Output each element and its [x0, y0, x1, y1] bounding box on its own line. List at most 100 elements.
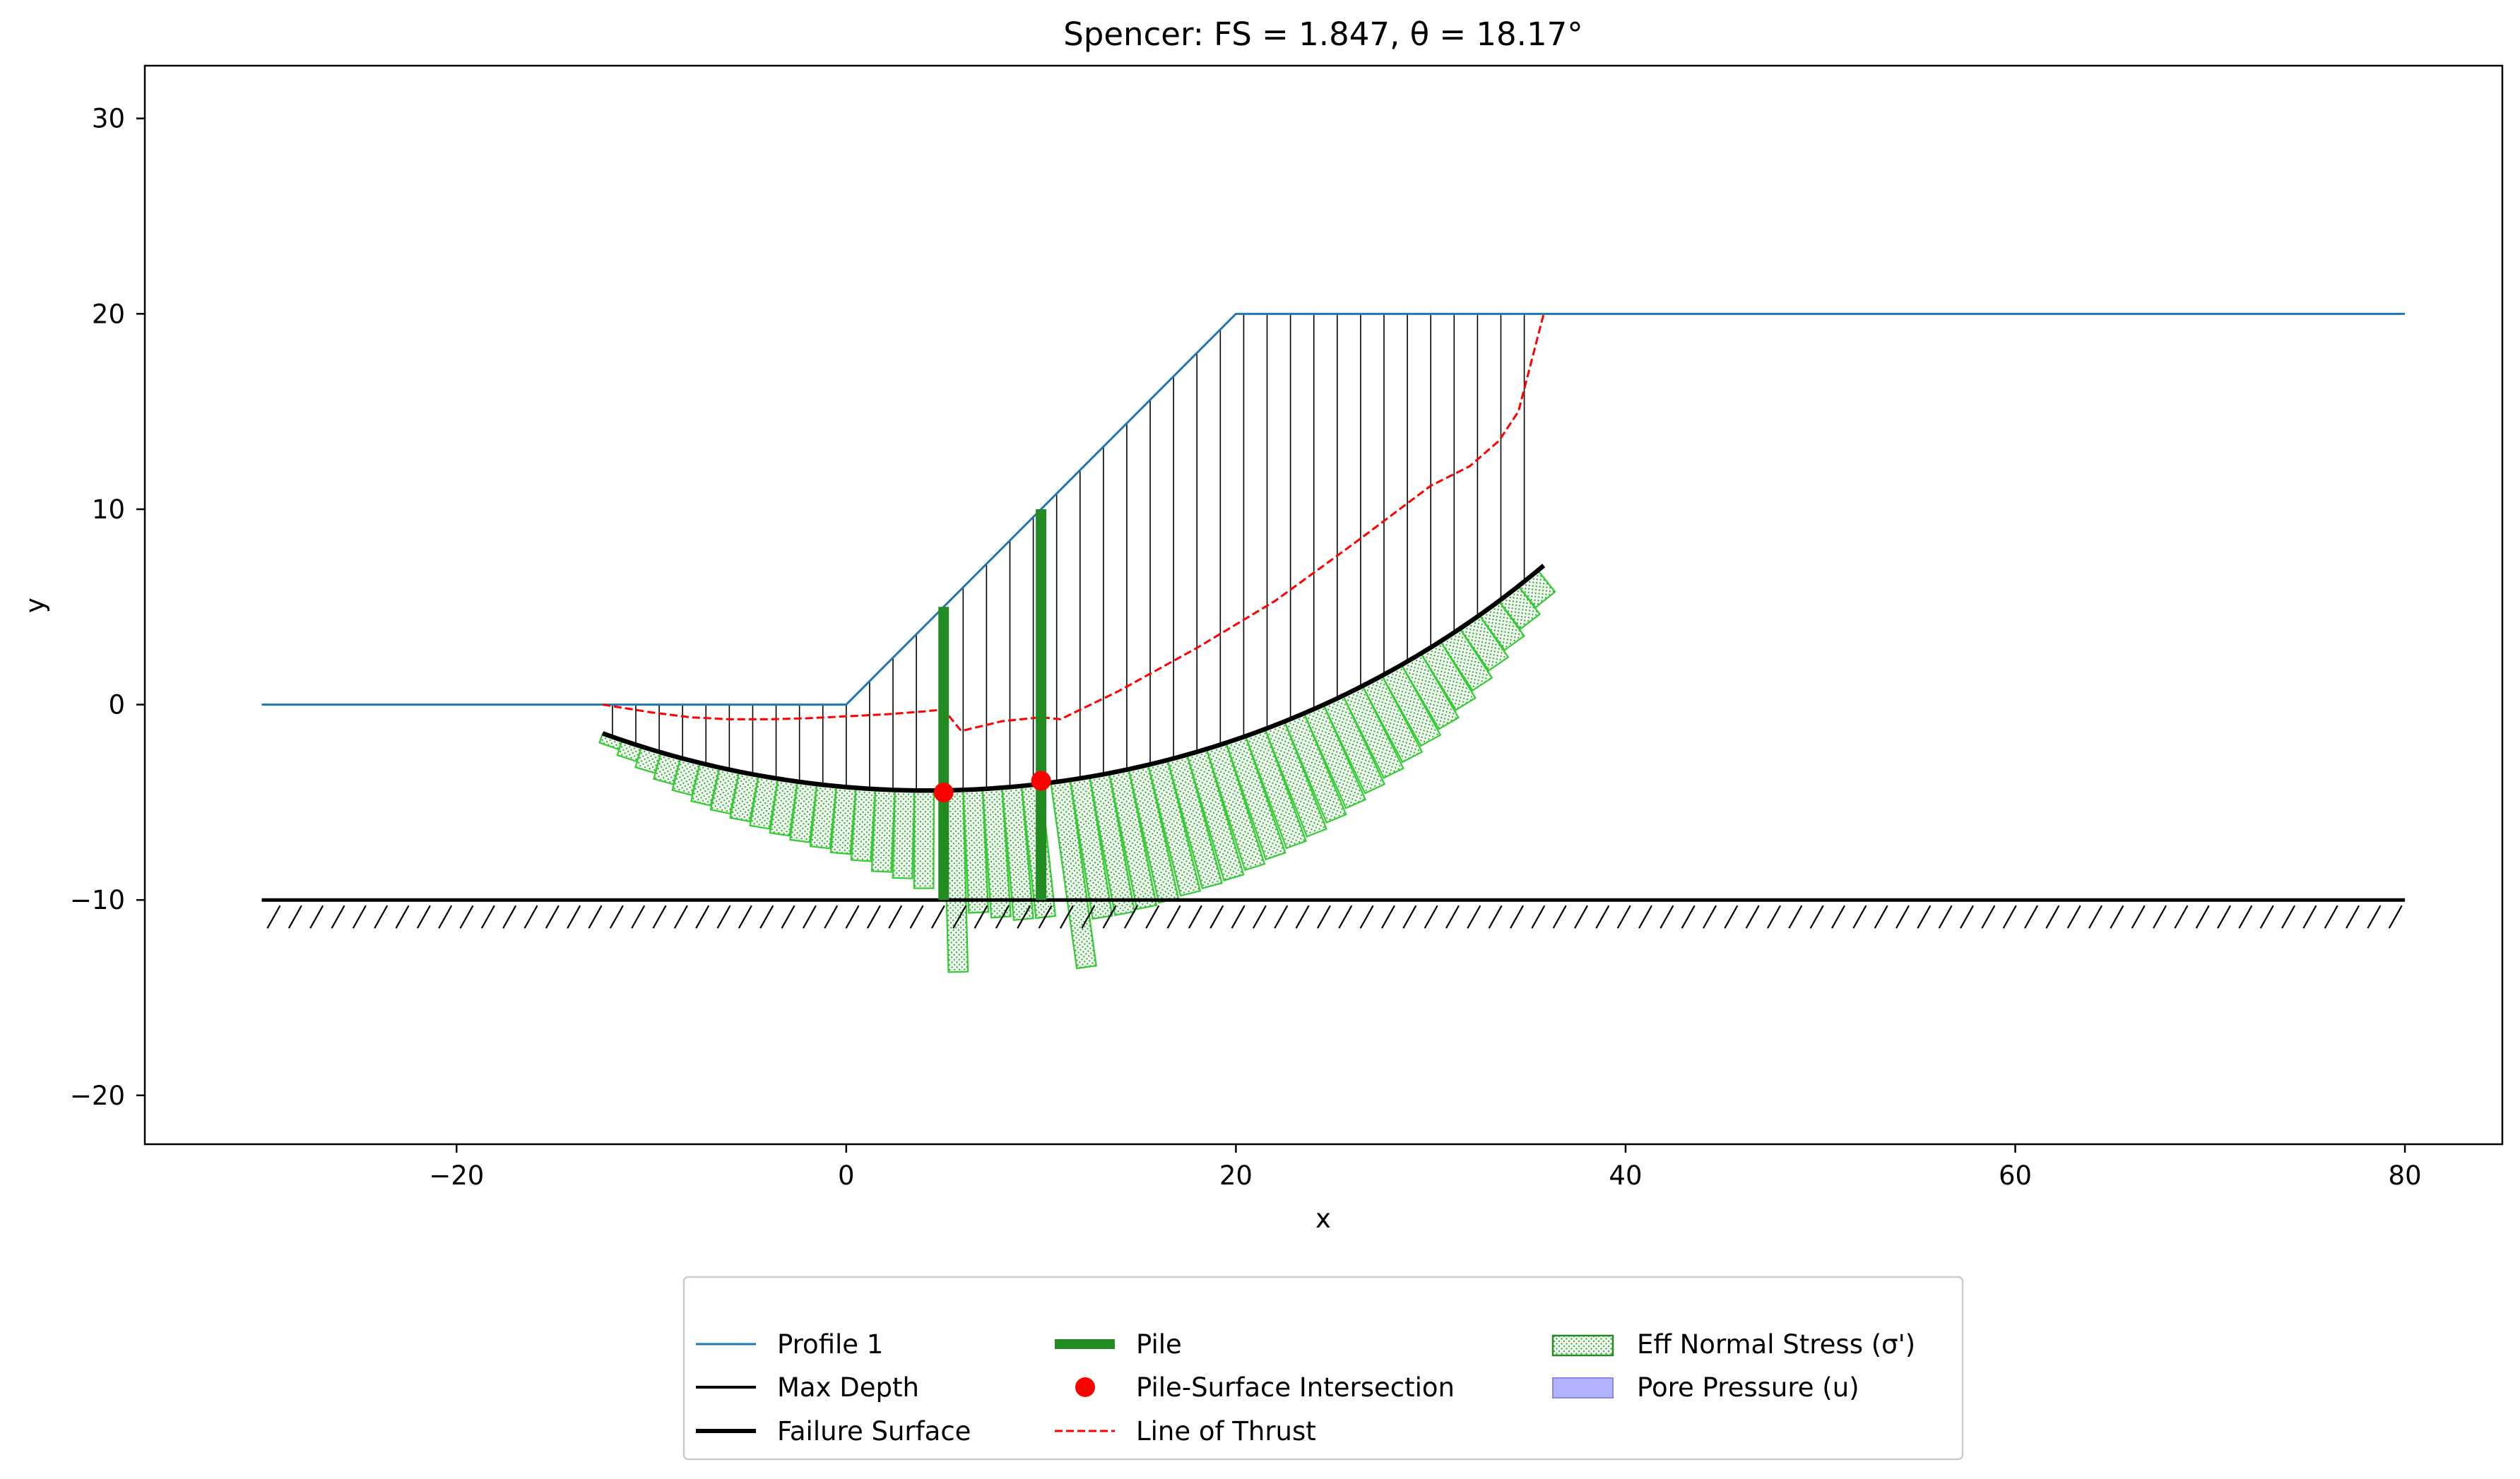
x-tick-label: 80: [2389, 1160, 2422, 1191]
eff-stress-block: [892, 789, 916, 879]
max-depth-hatch: [716, 905, 731, 929]
max-depth-hatch: [1831, 905, 1845, 929]
y-tick-label: 10: [92, 494, 125, 525]
x-tick-label: 60: [1999, 1160, 2032, 1191]
max-depth-hatch: [1381, 905, 1395, 929]
max-depth-hatch: [1660, 905, 1674, 929]
y-tick-label: 20: [92, 299, 125, 329]
max-depth-hatch: [781, 905, 795, 929]
failure-surface-line: [601, 564, 1546, 793]
max-depth-hatch: [2066, 905, 2081, 929]
profile-group: [261, 312, 2406, 706]
max-depth-hatch: [1038, 905, 1053, 929]
max-depth-hatch: [2024, 905, 2039, 929]
max-depth-hatch: [974, 905, 988, 929]
x-axis-ticks: −20 0 20 40 60 80: [429, 1144, 2422, 1191]
max-depth-hatch: [1874, 905, 1888, 929]
piles-group: [938, 509, 1047, 901]
plot-area: [261, 312, 2406, 973]
x-axis-label: x: [1315, 1204, 1331, 1234]
max-depth-hatch: [480, 905, 495, 929]
max-depth-hatch: [2153, 905, 2167, 929]
legend-intersection-label: Pile-Surface Intersection: [1136, 1372, 1455, 1403]
max-depth-hatch: [1231, 905, 1246, 929]
max-depth-hatch: [523, 905, 538, 929]
max-depth-hatch: [1938, 905, 1953, 929]
max-depth-hatch: [2217, 905, 2232, 929]
legend-profile-label: Profile 1: [777, 1329, 883, 1360]
max-depth-hatch: [845, 905, 860, 929]
max-depth-hatch: [1895, 905, 1910, 929]
max-depth-hatch: [1145, 905, 1160, 929]
max-depth-hatch: [2281, 905, 2296, 929]
eff-stress-rect: [850, 787, 877, 862]
max-depth-hatch: [331, 905, 345, 929]
max-depth-hatch: [1745, 905, 1760, 929]
max-depth-hatch: [1531, 905, 1546, 929]
x-tick-label: 0: [838, 1160, 855, 1191]
max-depth-hatch: [1809, 905, 1824, 929]
max-depth-hatch: [567, 905, 581, 929]
plot-frame: [143, 64, 2504, 1146]
y-axis-label: y: [20, 598, 50, 613]
max-depth-hatch: [759, 905, 774, 929]
max-depth-hatch: [1595, 905, 1610, 929]
max-depth-hatch: [909, 905, 924, 929]
max-depth-hatch: [2259, 905, 2274, 929]
legend-failure-surface-label: Failure Surface: [777, 1416, 971, 1447]
max-depth-hatch: [266, 905, 281, 929]
max-depth-hatch: [1316, 905, 1331, 929]
failure-surface-group: [601, 564, 1546, 793]
max-depth-hatch: [1017, 905, 1031, 929]
max-depth-hatch: [995, 905, 1010, 929]
legend-intersection-swatch: [1075, 1377, 1095, 1397]
max-depth-hatch: [1081, 905, 1096, 929]
max-depth-hatch: [1424, 905, 1438, 929]
legend-max-depth-label: Max Depth: [777, 1372, 919, 1403]
eff-normal-stress-blocks: [598, 569, 1556, 973]
max-depth-hatch: [866, 905, 881, 929]
max-depth-hatch: [888, 905, 903, 929]
legend-pore-pressure-label: Pore Pressure (u): [1637, 1372, 1859, 1403]
max-depth-hatch: [2238, 905, 2253, 929]
max-depth-hatch: [416, 905, 431, 929]
max-depth-hatch: [952, 905, 967, 929]
intersections-group: [933, 771, 1051, 803]
max-depth-hatch: [1788, 905, 1803, 929]
max-depth-hatch: [1402, 905, 1417, 929]
slice-lines: [612, 314, 1525, 791]
max-depth-hatch: [374, 905, 389, 929]
max-depth-hatch: [1274, 905, 1289, 929]
max-depth-hatch: [609, 905, 624, 929]
max-depth-hatch: [1724, 905, 1739, 929]
legend-eff-stress-label: Eff Normal Stress (σ'): [1637, 1329, 1915, 1360]
y-tick-label: −10: [70, 885, 125, 915]
max-depth-hatch: [695, 905, 710, 929]
max-depth-hatch: [1252, 905, 1267, 929]
max-depth-hatch: [2110, 905, 2124, 929]
max-depth-hatch: [1616, 905, 1631, 929]
x-tick-label: 40: [1609, 1160, 1642, 1191]
max-depth-hatch: [502, 905, 517, 929]
y-tick-label: 0: [108, 690, 125, 720]
max-depth-hatch: [1467, 905, 1481, 929]
max-depth-hatch: [1209, 905, 1224, 929]
max-depth-hatch: [1166, 905, 1181, 929]
max-depth-hatch: [288, 905, 302, 929]
max-depth-hatch: [2045, 905, 2060, 929]
max-depth-hatch: [438, 905, 453, 929]
line-of-thrust-group: [602, 313, 1545, 732]
profile-line: [261, 312, 2406, 706]
x-tick-label: −20: [429, 1160, 484, 1191]
max-depth-hatch: [1188, 905, 1202, 929]
max-depth-hatch: [309, 905, 324, 929]
pile-surface-intersection: [933, 783, 954, 803]
eff-stress-rect: [913, 790, 935, 889]
max-depth-hatch: [2195, 905, 2210, 929]
max-depth-hatch: [545, 905, 560, 929]
max-depth-hatch: [673, 905, 688, 929]
max-depth-hatch: [1767, 905, 1781, 929]
max-depth-hatch: [1574, 905, 1588, 929]
max-depth-hatch: [652, 905, 667, 929]
